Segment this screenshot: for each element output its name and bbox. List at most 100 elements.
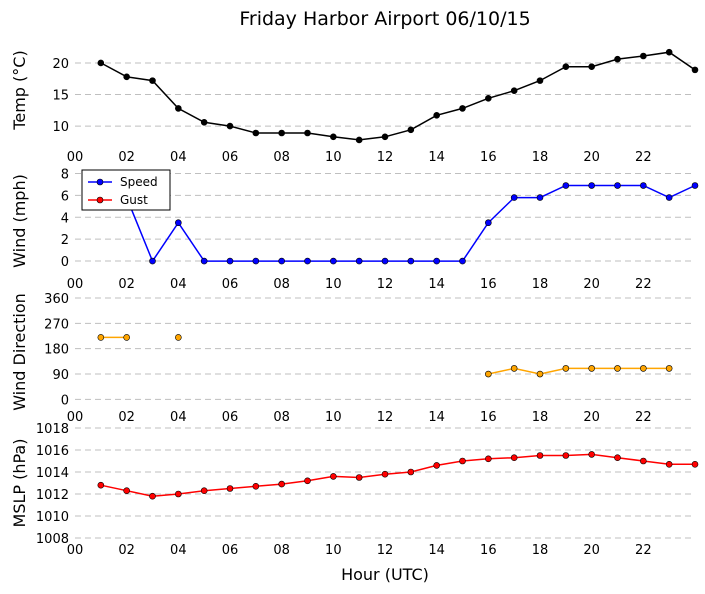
temp-x-tick-label: 04 <box>170 150 187 165</box>
pressure-x-tick-label: 14 <box>428 543 445 558</box>
temp-data-point <box>485 94 492 102</box>
wind-data-point <box>149 257 156 265</box>
wind-data-point <box>562 182 570 189</box>
temp-data-point <box>355 136 363 144</box>
temp-data-point <box>588 63 595 71</box>
pressure-data-point <box>407 468 415 476</box>
direction-x-tick-label: 08 <box>273 410 290 425</box>
wind-data-point <box>485 219 492 227</box>
temp-x-tick-label: 02 <box>118 150 135 165</box>
wind-x-tick-label: 12 <box>377 277 394 292</box>
pressure-x-tick-label: 16 <box>480 543 497 558</box>
temp-x-tick-label: 14 <box>428 150 445 165</box>
wind-x-tick-label: 04 <box>170 277 187 292</box>
wind-data-point <box>536 194 544 201</box>
wind-data-point <box>200 257 208 265</box>
direction-data-point <box>97 334 105 341</box>
wind-data-point <box>459 257 466 265</box>
pressure-data-point <box>459 457 466 465</box>
pressure-data-point <box>278 480 285 488</box>
direction-data-point <box>640 365 647 372</box>
chart-title: Friday Harbor Airport 06/10/15 <box>239 8 530 30</box>
wind-y-tick-label: 6 <box>61 189 69 204</box>
wind-data-point <box>252 257 260 265</box>
temp-x-tick-label: 10 <box>325 150 342 165</box>
legend-label-gust: Gust <box>120 193 148 207</box>
temp-x-tick-label: 06 <box>222 150 239 165</box>
direction-x-tick-label: 10 <box>325 410 342 425</box>
pressure-x-tick-label: 10 <box>325 543 342 558</box>
temp-data-point <box>433 112 440 119</box>
pressure-y-tick-label: 1008 <box>36 532 69 547</box>
wind-y-tick-label: 0 <box>61 255 69 270</box>
pressure-x-tick-label: 08 <box>273 543 290 558</box>
pressure-data-point <box>381 470 389 478</box>
pressure-x-tick-label: 00 <box>67 543 84 558</box>
direction-data-point <box>665 365 673 372</box>
pressure-data-point <box>485 455 492 463</box>
wind-x-tick-label: 20 <box>583 277 600 292</box>
temp-data-point <box>536 77 544 84</box>
temp-data-point <box>691 66 699 74</box>
direction-data-point <box>562 365 570 372</box>
temp-data-point <box>459 105 466 112</box>
wind-data-point <box>355 257 363 265</box>
wind-data-point <box>588 182 595 189</box>
direction-x-tick-label: 02 <box>118 410 135 425</box>
pressure-data-point <box>665 460 673 468</box>
wind-direction-panel: 0 90 180 270 360 00 02 04 06 08 10 12 14 16 18 20 22 Wind… <box>10 292 695 425</box>
pressure-y-tick-label: 1014 <box>36 466 69 481</box>
wind-data-point <box>278 257 285 265</box>
pressure-data-point <box>510 454 518 462</box>
direction-x-tick-label: 22 <box>635 410 652 425</box>
wind-x-tick-label: 02 <box>118 277 135 292</box>
legend-box <box>81 169 171 211</box>
temp-data-point <box>175 105 182 112</box>
pressure-data-point <box>355 474 363 481</box>
direction-y-tick-label: 180 <box>44 343 69 358</box>
wind-data-point <box>407 257 415 265</box>
wind-data-point <box>640 182 647 189</box>
pressure-data-point <box>433 462 440 469</box>
pressure-data-point <box>640 457 647 465</box>
direction-data-point <box>510 365 518 372</box>
temp-data-point <box>614 55 621 63</box>
wind-x-tick-label: 06 <box>222 277 239 292</box>
temp-x-tick-label: 12 <box>377 150 394 165</box>
pressure-data-point <box>536 452 544 459</box>
pressure-data-point <box>97 481 105 489</box>
temp-y-tick-label: 15 <box>52 89 69 104</box>
wind-x-tick-label: 22 <box>635 277 652 292</box>
temp-series-line <box>100 51 696 141</box>
wind-data-point <box>665 194 673 201</box>
temp-data-point <box>200 118 208 126</box>
temp-data-point <box>510 87 518 95</box>
pressure-data-point <box>330 473 337 480</box>
wind-data-point <box>614 182 621 189</box>
pressure-data-point <box>175 490 182 498</box>
wind-data-point <box>304 257 311 265</box>
wind-x-tick-label: 16 <box>480 277 497 292</box>
temp-data-point <box>97 59 105 67</box>
pressure-x-tick-label: 02 <box>118 543 135 558</box>
wind-series-line <box>100 172 696 263</box>
temp-data-point <box>149 77 156 84</box>
wind-x-tick-label: 00 <box>67 277 84 292</box>
wind-data-point <box>433 257 440 265</box>
wind-data-point <box>510 194 518 201</box>
direction-data-point <box>175 334 182 341</box>
pressure-y-tick-label: 1018 <box>36 422 69 437</box>
direction-data-point <box>614 365 621 372</box>
pressure-x-tick-label: 22 <box>635 543 652 558</box>
pressure-x-tick-label: 18 <box>532 543 549 558</box>
wind-x-tick-label: 10 <box>325 277 342 292</box>
direction-x-tick-label: 12 <box>377 410 394 425</box>
temp-y-tick-label: 20 <box>52 57 69 72</box>
direction-x-tick-label: 14 <box>428 410 445 425</box>
direction-y-tick-label: 90 <box>52 368 69 383</box>
wind-y-tick-label: 8 <box>61 167 69 182</box>
direction-data-point <box>588 365 595 372</box>
